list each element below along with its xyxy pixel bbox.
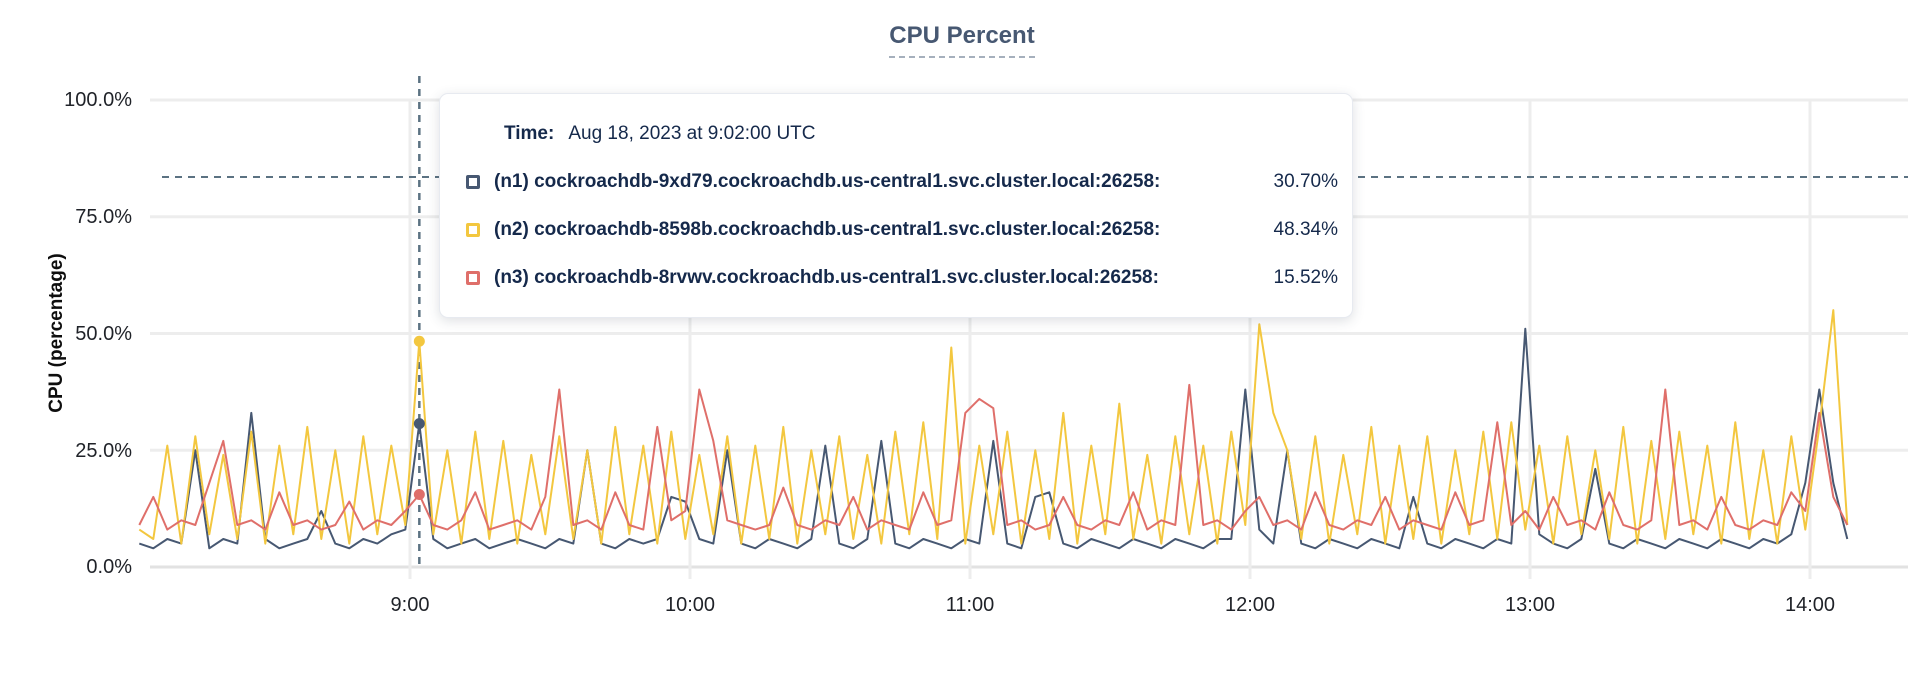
n2-series-marker-icon	[466, 223, 480, 237]
chart-tooltip: Time: Aug 18, 2023 at 9:02:00 UTC (n1) c…	[439, 93, 1353, 318]
y-tick-75: 75.0%	[75, 206, 132, 228]
hover-dot-n3	[413, 489, 425, 501]
tooltip-row-n2: (n2) cockroachdb-8598b.cockroachdb.us-ce…	[466, 206, 1340, 254]
hover-dot-n1	[413, 418, 425, 430]
x-tick-1400: 14:00	[1784, 594, 1836, 616]
series-line-n1	[138, 327, 1849, 550]
n3-series-marker-icon	[466, 271, 480, 285]
series-line-n3	[138, 383, 1849, 531]
n3-series-name: (n3) cockroachdb-8rvwv.cockroachdb.us-ce…	[494, 267, 1159, 288]
n1-series-marker-icon	[466, 175, 480, 189]
x-tick-1100: 11:00	[945, 594, 995, 616]
n2-series-name: (n2) cockroachdb-8598b.cockroachdb.us-ce…	[494, 219, 1161, 240]
tooltip-row-n3: (n3) cockroachdb-8rvwv.cockroachdb.us-ce…	[466, 254, 1340, 302]
x-tick-1000: 10:00	[664, 594, 716, 616]
x-tick-0900: 9:00	[390, 594, 430, 616]
series-line-n2	[138, 309, 1849, 545]
n2-series-value: 48.34%	[1273, 219, 1338, 240]
n1-series-value: 30.70%	[1273, 171, 1338, 192]
chart-title[interactable]: CPU Percent	[889, 22, 1035, 58]
tooltip-time-value: Aug 18, 2023 at 9:02:00 UTC	[568, 123, 816, 144]
n1-series-name: (n1) cockroachdb-9xd79.cockroachdb.us-ce…	[494, 171, 1161, 192]
hover-dot-n2	[413, 335, 425, 347]
tooltip-time-row: Time: Aug 18, 2023 at 9:02:00 UTC	[466, 110, 1340, 158]
x-tick-1300: 13:00	[1504, 594, 1556, 616]
y-tick-100: 100.0%	[64, 89, 132, 111]
y-tick-50: 50.0%	[75, 323, 132, 345]
tooltip-time-label: Time:	[504, 123, 555, 144]
tooltip-row-n1: (n1) cockroachdb-9xd79.cockroachdb.us-ce…	[466, 158, 1340, 206]
x-tick-1200: 12:00	[1224, 594, 1276, 616]
chart-title-bar: CPU Percent	[0, 22, 1924, 58]
n3-series-value: 15.52%	[1273, 267, 1338, 288]
y-tick-25: 25.0%	[75, 440, 132, 462]
y-tick-0: 0.0%	[86, 556, 132, 578]
